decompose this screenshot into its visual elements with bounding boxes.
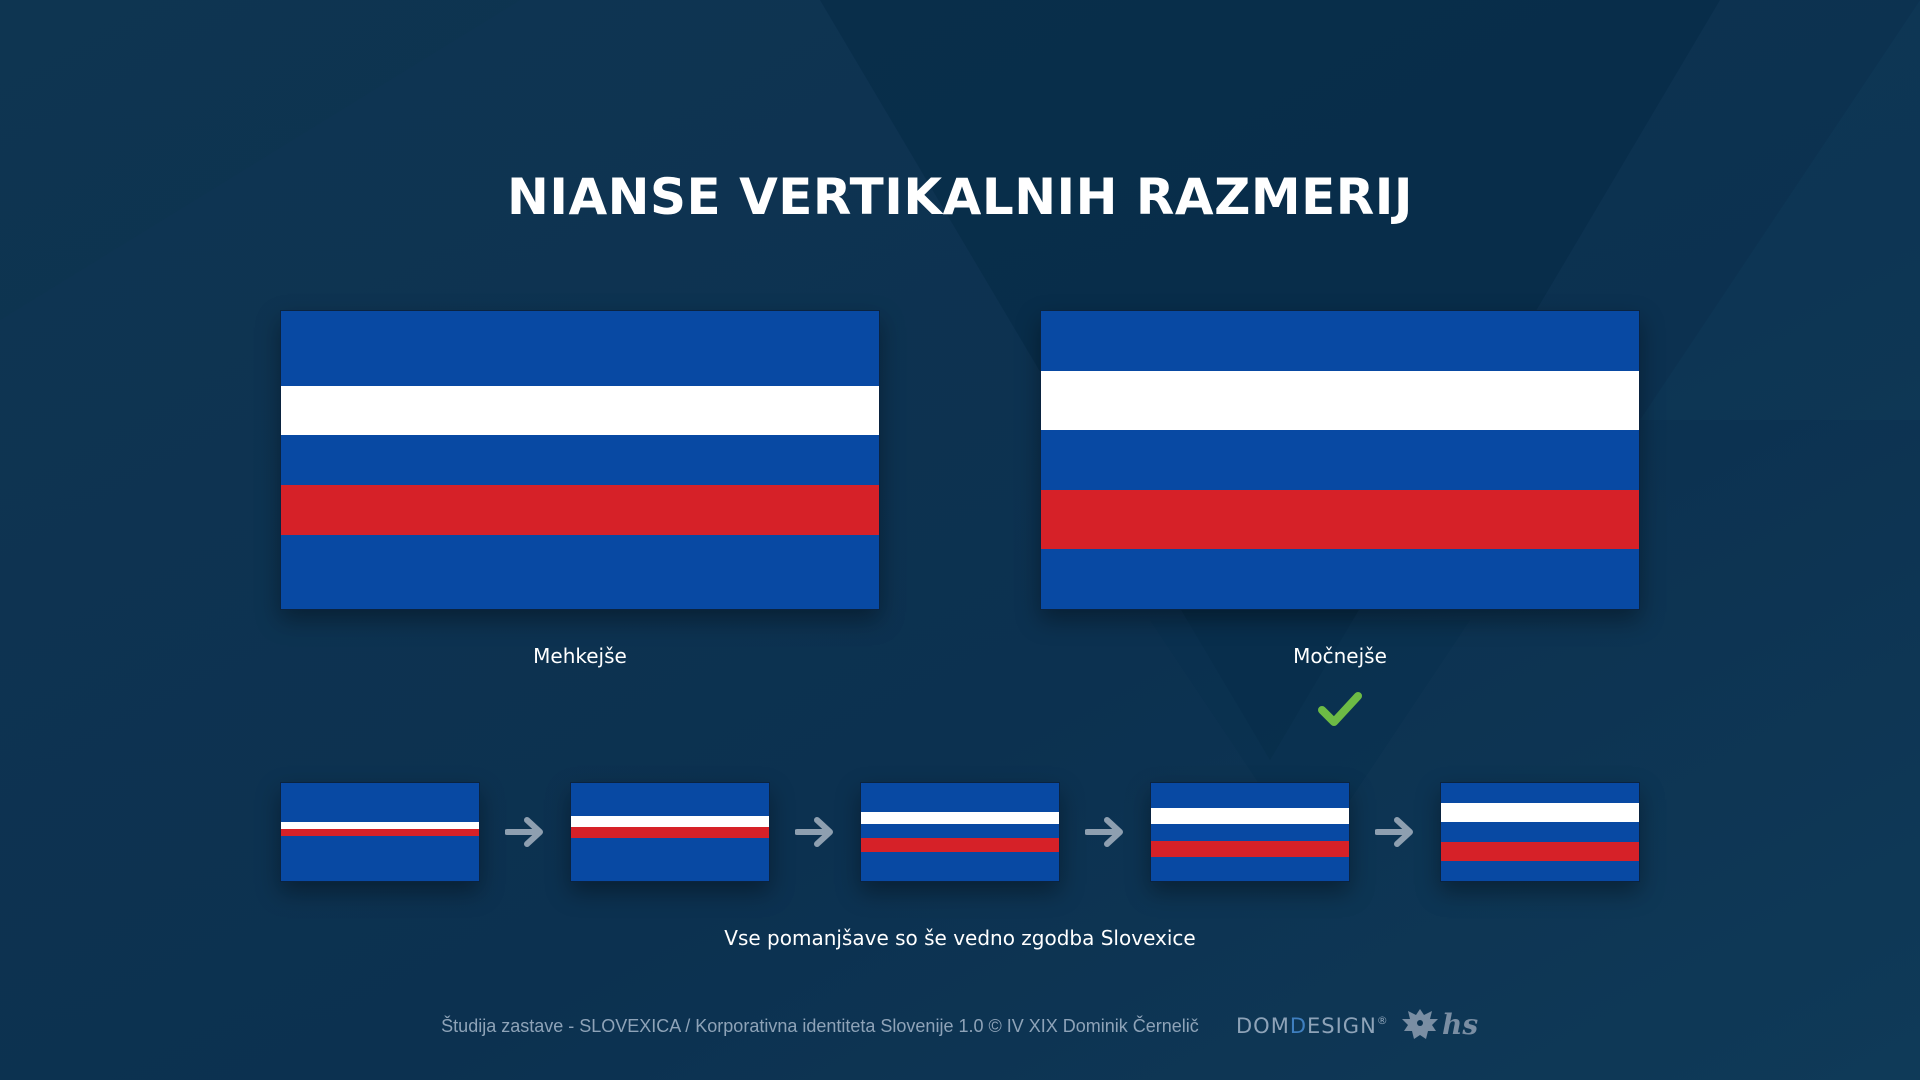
page-title: NIANSE VERTIKALNIH RAZMERIJ: [507, 168, 1413, 226]
flag-band-red: [1041, 489, 1639, 550]
flag-band-white: [1151, 807, 1349, 825]
flag-band-white: [571, 816, 769, 828]
caption-stronger: Močnejše: [1293, 644, 1387, 668]
flag-band-blue: [1041, 311, 1639, 371]
flag-band-white: [281, 822, 479, 830]
arrow-right-icon: [1375, 817, 1413, 847]
flag-band-red: [1441, 841, 1639, 862]
arrow-right-icon: [795, 817, 833, 847]
domdesign-logo: DOMDESIGN®: [1236, 1014, 1389, 1038]
flag-band-red: [861, 837, 1059, 852]
footer-credit: Študija zastave - SLOVEXICA / Korporativ…: [441, 1016, 1199, 1036]
flag-band-blue: [861, 851, 1059, 881]
flag-band-white: [861, 812, 1059, 825]
flag-band-blue: [1041, 430, 1639, 490]
flag-band-blue: [861, 783, 1059, 813]
flag-band-blue: [281, 835, 479, 881]
caption-softer: Mehkejše: [533, 644, 627, 668]
small-flag-1: [280, 782, 480, 882]
large-flag-softer: [280, 310, 880, 610]
flag-band-blue: [281, 311, 879, 386]
flag-band-red: [281, 484, 879, 535]
small-flag-2: [570, 782, 770, 882]
hs-logo: hs: [1442, 1008, 1479, 1041]
flag-band-blue: [861, 824, 1059, 838]
logo-mark: ®: [1376, 1014, 1389, 1027]
flag-band-blue: [1441, 861, 1639, 881]
flag-band-blue: [281, 783, 479, 823]
logo-prefix: DOM: [1236, 1014, 1290, 1038]
checkmark-icon: [1318, 692, 1362, 726]
logo-accent: D: [1289, 1014, 1307, 1038]
eagle-crest-icon: [1402, 1009, 1438, 1039]
flag-band-blue: [571, 837, 769, 881]
flag-band-white: [281, 385, 879, 436]
flag-band-blue: [1151, 783, 1349, 808]
flag-band-blue: [1441, 822, 1639, 842]
flag-band-blue: [1151, 824, 1349, 841]
flag-band-blue: [281, 534, 879, 609]
small-flag-5: [1440, 782, 1640, 882]
flag-band-blue: [281, 435, 879, 485]
flag-band-red: [571, 827, 769, 838]
arrow-right-icon: [505, 817, 543, 847]
flag-band-red: [1151, 840, 1349, 858]
small-flag-4: [1150, 782, 1350, 882]
tagline: Vse pomanjšave so še vedno zgodba Slovex…: [724, 926, 1196, 950]
small-flag-3: [860, 782, 1060, 882]
flag-band-red: [281, 829, 479, 836]
arrow-right-icon: [1085, 817, 1123, 847]
flag-band-blue: [1041, 549, 1639, 609]
logo-suffix: ESIGN: [1307, 1014, 1377, 1038]
flag-band-white: [1041, 370, 1639, 431]
flag-band-blue: [1441, 783, 1639, 803]
flag-band-blue: [1151, 857, 1349, 881]
flag-band-white: [1441, 802, 1639, 823]
large-flag-stronger: [1040, 310, 1640, 610]
flag-band-blue: [571, 783, 769, 817]
